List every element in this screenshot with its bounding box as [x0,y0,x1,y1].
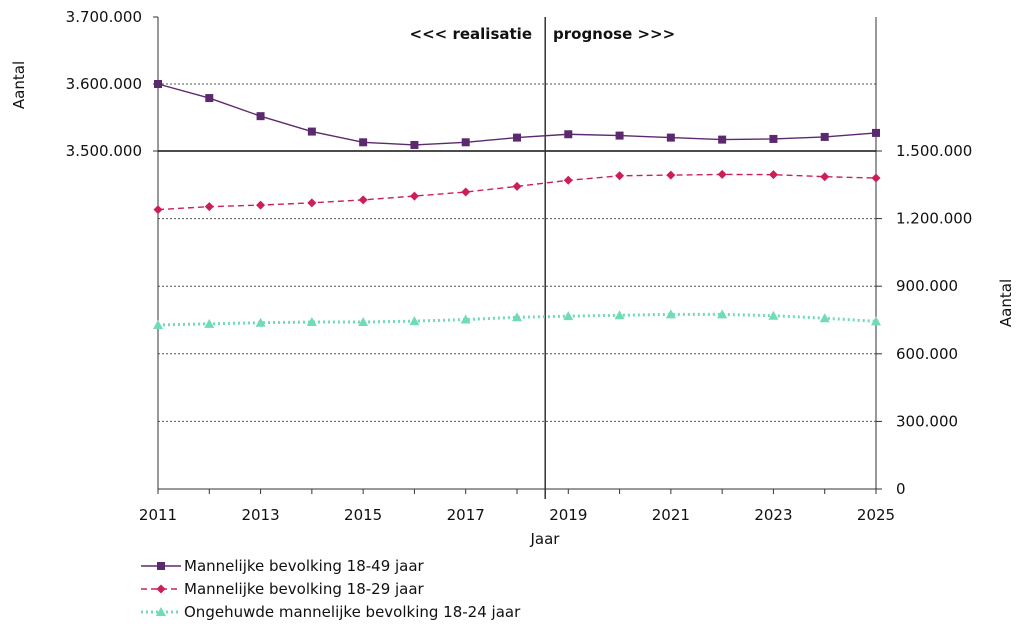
x-axis-title: Jaar [530,530,561,548]
series-2-point-1 [204,318,215,328]
legend-swatch-marker-1 [156,584,166,594]
y-tick-right-label-5: 1.500.000 [896,142,972,160]
series-2-point-6 [460,314,471,324]
legend: Mannelijke bevolking 18-49 jaar Mannelijk… [141,557,521,621]
y-tick-right-label-0: 0 [896,480,906,498]
x-tick-label-4: 2019 [549,506,587,524]
series-0-point-8 [564,130,573,139]
series-0-point-14 [872,128,880,137]
series-2-point-8 [563,311,574,321]
series-2-point-13 [819,313,830,323]
y-tick-left-label-0: 3.500.000 [66,142,142,160]
series-0-point-5 [410,140,419,149]
legend-swatch-marker-2 [156,607,166,616]
series-1-point-14 [871,173,881,183]
y-tick-right-label-2: 600.000 [896,345,958,363]
series-1-point-6 [461,187,471,197]
series-1-point-5 [409,191,419,201]
series-line-1 [157,173,877,211]
series-1-point-1 [204,202,214,212]
series-0-point-0 [154,80,162,88]
series-2-point-9 [614,310,625,320]
tick-labels: 3.500.000 3.600.000 3.700.000 0 300.000 600.0… [66,8,973,524]
series-2-point-10 [665,309,676,319]
x-tick-label-3: 2017 [447,506,485,524]
series-1-point-10 [666,170,676,180]
axes [157,17,877,499]
y-tick-right-label-3: 900.000 [896,277,958,295]
series-2-point-5 [409,316,420,326]
y-axis-left-title: Aantal [10,61,28,109]
legend-label-0: Mannelijke bevolking 18-49 jaar [184,557,425,575]
series-0-point-4 [359,138,368,147]
series-0-point-11 [718,135,727,144]
y-axis-right-title: Aantal [997,279,1015,327]
y-tick-left-label-2: 3.700.000 [66,8,142,26]
series-2-point-7 [512,312,522,322]
series-0-point-7 [513,133,521,142]
series-2-point-12 [768,310,779,320]
legend-label-2: Ongehuwde mannelijke bevolking 18-24 jaa… [184,603,521,621]
prognose-label: prognose >>> [553,25,675,43]
series-1-point-13 [820,172,830,182]
series-0-point-10 [666,133,675,142]
y-tick-left-label-1: 3.600.000 [66,75,142,93]
series-0-point-12 [769,134,778,143]
x-tick-label-5: 2021 [652,506,690,524]
y-tick-right-label-4: 1.200.000 [896,210,972,228]
series-1-point-7 [512,181,522,191]
series-0-point-3 [307,127,316,136]
series-2-point-0 [153,319,163,329]
series-0-point-2 [256,112,265,121]
x-tick-label-0: 2011 [139,506,177,524]
x-tick-label-7: 2025 [857,506,895,524]
series-2-point-3 [306,317,317,327]
realisatie-label: <<< realisatie [410,25,532,43]
series-1-point-0 [153,205,163,215]
series-2-point-2 [255,317,266,327]
series-2-point-11 [717,309,728,319]
series-1-point-12 [768,170,778,180]
series-2-point-14 [871,316,881,326]
legend-label-1: Mannelijke bevolking 18-29 jaar [184,580,425,598]
series-1-point-8 [563,175,573,185]
series-lines [157,83,877,327]
series-1-point-11 [717,169,727,179]
series-1-point-9 [615,171,625,181]
series-markers [153,80,881,329]
series-0-point-13 [820,132,829,141]
legend-swatch-marker-0 [157,562,165,570]
x-tick-label-1: 2013 [241,506,279,524]
series-0-point-6 [461,138,470,147]
x-tick-label-6: 2023 [754,506,792,524]
x-tick-label-2: 2015 [344,506,382,524]
series-0-point-9 [615,131,624,140]
series-1-point-4 [358,195,368,205]
series-0-point-1 [205,94,214,103]
series-1-point-2 [256,200,266,210]
series-2-point-4 [358,317,369,327]
y-tick-right-label-1: 300.000 [896,412,958,430]
series-1-point-3 [307,198,317,208]
